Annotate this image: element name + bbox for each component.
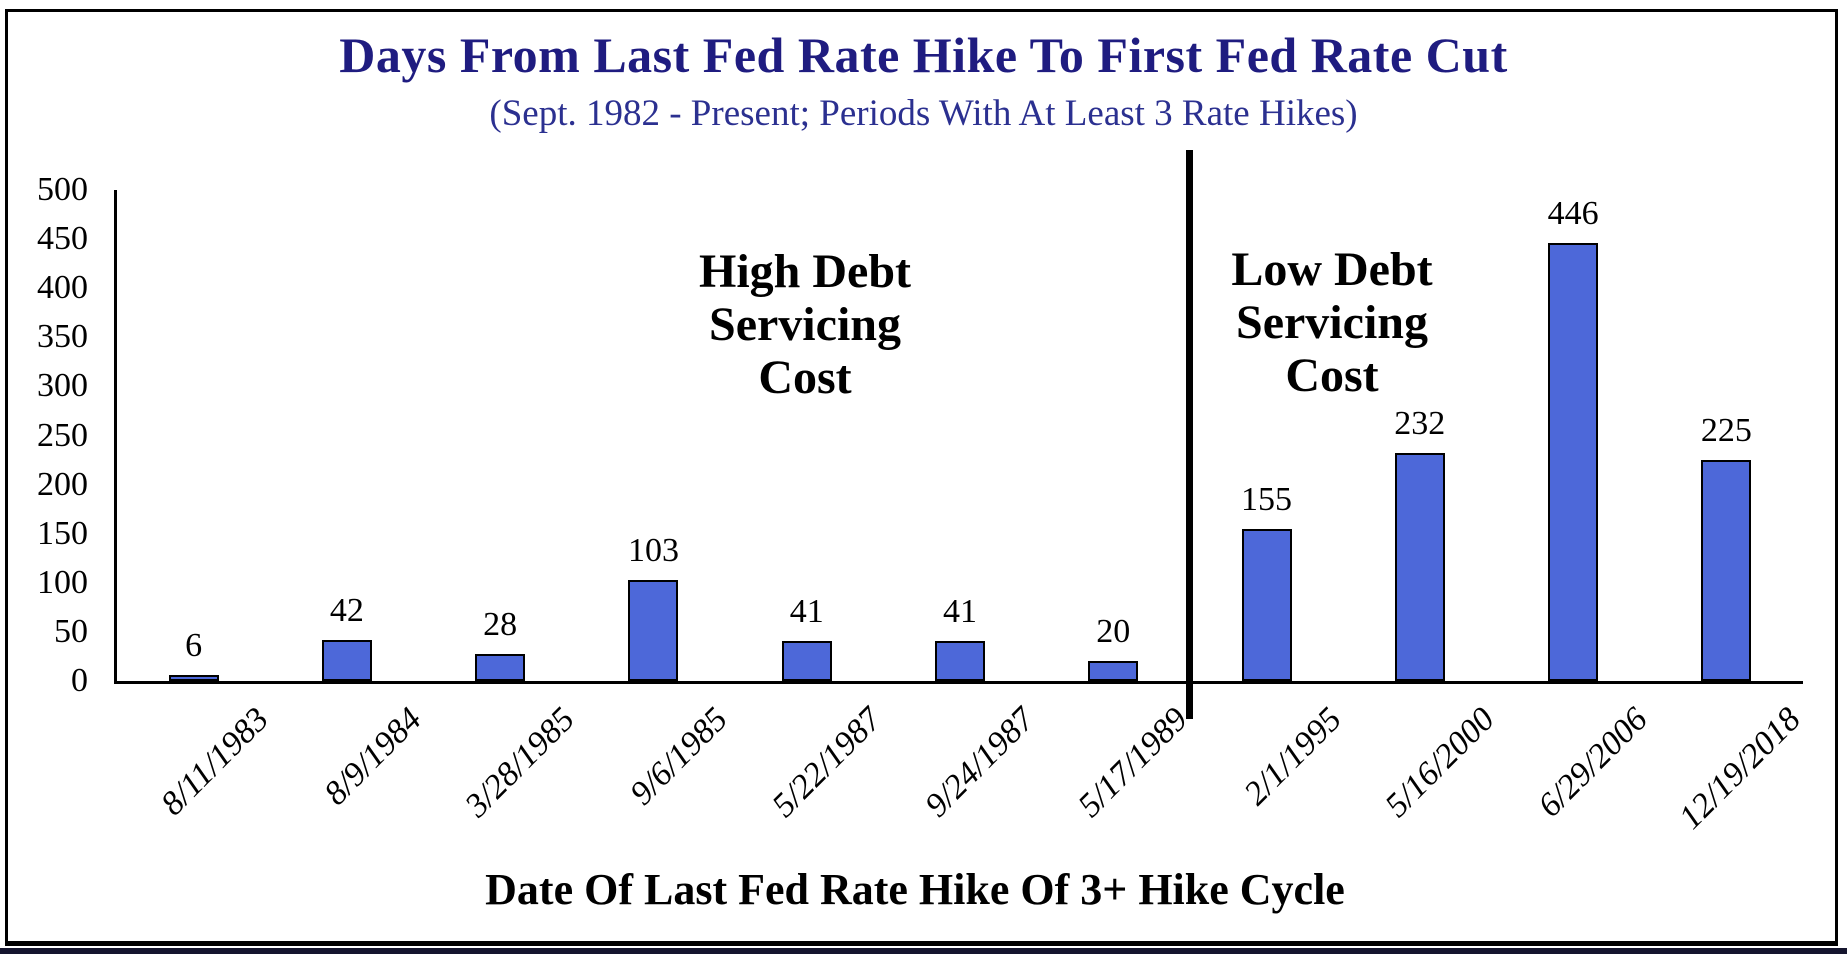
bar bbox=[628, 579, 679, 681]
bar-value-label: 232 bbox=[1394, 405, 1446, 443]
bar-slot: 41 bbox=[730, 190, 883, 681]
y-tick-label: 150 bbox=[37, 514, 88, 552]
bar-slot: 20 bbox=[1037, 190, 1190, 681]
divider-line bbox=[1186, 150, 1194, 719]
y-tick-label: 350 bbox=[37, 318, 88, 356]
bar-slot: 446 bbox=[1496, 190, 1649, 681]
bar-value-label: 6 bbox=[185, 627, 203, 665]
bar bbox=[168, 675, 219, 681]
bar-value-label: 28 bbox=[483, 605, 518, 643]
annotation-low-debt: Low Debt Servicing Cost bbox=[1231, 243, 1433, 402]
bar-value-label: 41 bbox=[789, 592, 824, 630]
bar-value-label: 20 bbox=[1096, 613, 1131, 651]
y-tick-label: 200 bbox=[37, 465, 88, 503]
plot-area: 6 42 28 103 41 41 20 155 232 446 225 bbox=[114, 190, 1803, 684]
annotation-high-debt: High Debt Servicing Cost bbox=[698, 245, 911, 404]
bar bbox=[475, 653, 526, 681]
bar bbox=[1088, 661, 1139, 681]
y-tick-label: 0 bbox=[71, 662, 88, 699]
bar bbox=[1701, 460, 1752, 681]
bar-value-label: 446 bbox=[1547, 195, 1599, 233]
bar bbox=[1241, 528, 1292, 681]
chart-title: Days From Last Fed Rate Hike To First Fe… bbox=[339, 27, 1508, 83]
bar bbox=[934, 640, 985, 681]
bar-slot: 103 bbox=[577, 190, 730, 681]
bar-value-label: 103 bbox=[627, 531, 679, 569]
bar bbox=[321, 639, 372, 681]
bar-slot: 42 bbox=[270, 190, 423, 681]
page-bottom-rule bbox=[0, 948, 1847, 954]
bar bbox=[1394, 453, 1445, 681]
bar-value-label: 155 bbox=[1241, 480, 1293, 518]
bar-slot: 6 bbox=[117, 190, 270, 681]
bar-slot: 232 bbox=[1343, 190, 1496, 681]
x-axis-title: Date Of Last Fed Rate Hike Of 3+ Hike Cy… bbox=[485, 865, 1345, 914]
y-tick-label: 100 bbox=[37, 563, 88, 601]
y-tick-label: 450 bbox=[37, 220, 88, 258]
bar bbox=[781, 640, 832, 681]
y-tick-label: 300 bbox=[37, 367, 88, 405]
bar-value-label: 225 bbox=[1700, 412, 1752, 450]
bar-slot: 28 bbox=[424, 190, 577, 681]
bar-value-label: 42 bbox=[329, 591, 364, 629]
y-tick-label: 50 bbox=[54, 612, 88, 650]
y-tick-label: 250 bbox=[37, 416, 88, 454]
y-tick-label: 500 bbox=[37, 171, 88, 208]
bar-value-label: 41 bbox=[942, 592, 977, 630]
bar-slot: 225 bbox=[1650, 190, 1803, 681]
chart-frame bbox=[5, 9, 1838, 946]
bar bbox=[1548, 243, 1599, 681]
chart-subtitle: (Sept. 1982 - Present; Periods With At L… bbox=[489, 93, 1358, 134]
bar-slot: 155 bbox=[1190, 190, 1343, 681]
y-tick-label: 400 bbox=[37, 269, 88, 307]
bar-slot: 41 bbox=[883, 190, 1036, 681]
